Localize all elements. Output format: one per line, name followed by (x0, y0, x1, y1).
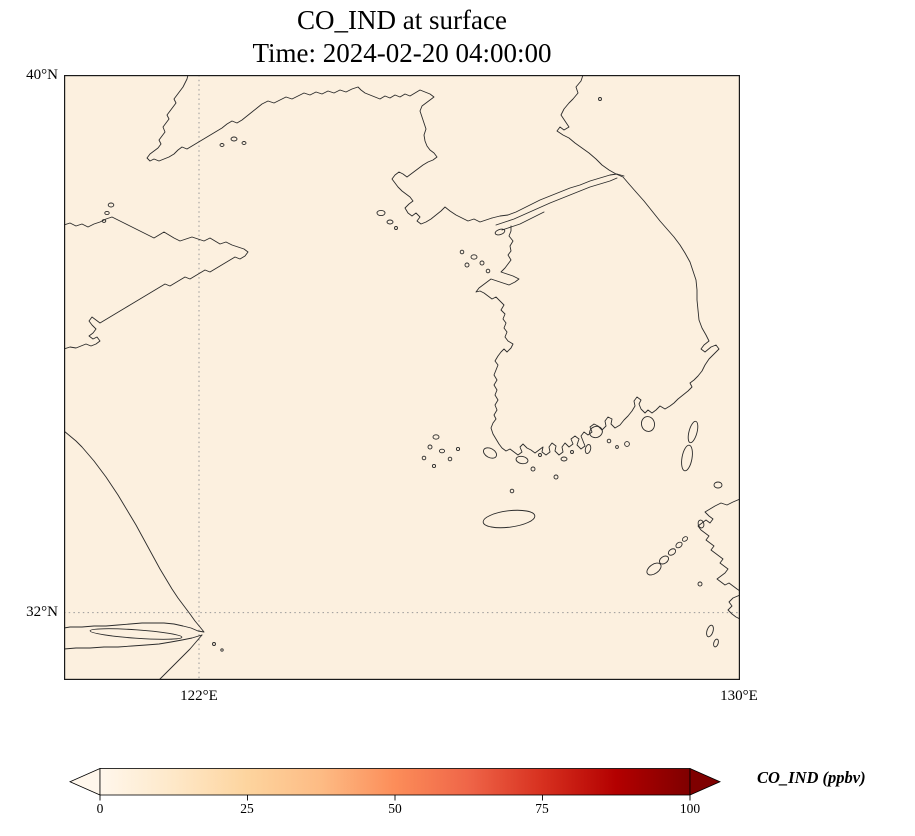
colorbar-tick-50: 50 (388, 801, 402, 816)
map-border (64, 75, 740, 680)
colorbar-tick-100: 100 (679, 801, 701, 816)
colorbar (64, 768, 734, 802)
coastline-nkorea-china (146, 75, 493, 225)
coastline-kyushu (646, 498, 740, 648)
colorbar-right-arrow (689, 768, 721, 796)
islands-south-sea (421, 416, 655, 494)
coastlines (64, 75, 740, 680)
plot-title: CO_IND at surface (297, 5, 507, 35)
plot-subtitle: Time: 2024-02-20 04:00:00 (252, 38, 552, 68)
map-canvas (64, 75, 740, 680)
coastline-korea-mainland (475, 75, 720, 456)
colorbar-left-arrow (69, 768, 101, 796)
colorbar-tick-0: 0 (96, 801, 104, 816)
lat-label-32n: 32°N (26, 604, 58, 620)
colorbar-svg (69, 768, 721, 801)
islands-bohai (101, 136, 247, 223)
coastline-yangtze (64, 430, 224, 680)
colorbar-label: CO_IND (ppbv) (757, 768, 866, 787)
colorbar-ticks (99, 795, 691, 801)
colorbar-tick-75: 75 (535, 801, 549, 816)
coastline-shandong (64, 216, 249, 350)
colorbar-tick-25: 25 (240, 801, 254, 816)
gridlines (64, 75, 740, 680)
lon-label-130e: 130°E (720, 688, 758, 704)
map-svg (64, 75, 740, 680)
lon-label-122e: 122°E (180, 688, 218, 704)
lat-label-40n: 40°N (26, 67, 58, 83)
concentration-field (64, 75, 740, 680)
islands-west-sea (376, 97, 602, 274)
colorbar-gradient (99, 768, 691, 796)
han-estuary-channels (491, 173, 625, 236)
island-jeju (482, 509, 536, 529)
islands-tsushima-iki (681, 420, 723, 489)
